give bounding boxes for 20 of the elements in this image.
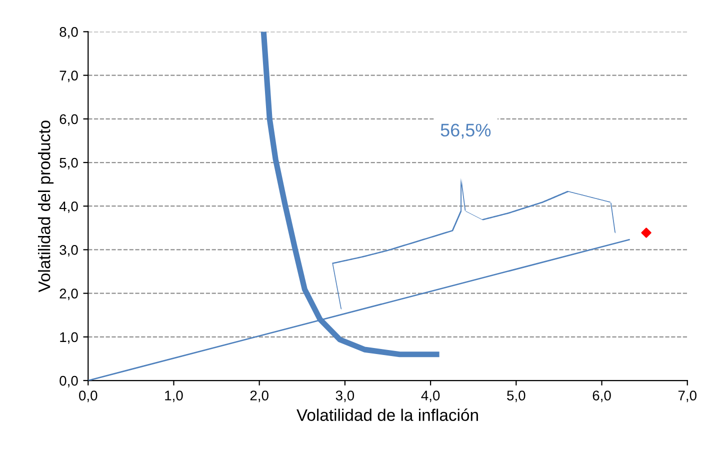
x-tick-label: 4,0 [421, 390, 440, 402]
y-tick-label: 7,0 [60, 70, 78, 82]
y-tick-label: 3,0 [60, 245, 78, 257]
y-axis-title: Volatilidad del producto [38, 120, 54, 292]
annotation: 56,5% [440, 124, 491, 139]
x-tick-label: 6,0 [592, 390, 611, 402]
y-tick-label: 1,0 [60, 332, 78, 344]
y-tick-label: 0,0 [60, 376, 78, 388]
x-tick-label: 7,0 [678, 390, 696, 402]
x-tick-label: 3,0 [336, 390, 354, 402]
y-tick-label: 6,0 [60, 114, 78, 126]
y-tick-label: 2,0 [60, 288, 78, 300]
x-tick-label: 2,0 [250, 390, 268, 402]
y-tick-label: 8,0 [60, 27, 78, 39]
y-tick-label: 4,0 [59, 201, 78, 213]
x-tick-label: 0,0 [79, 390, 98, 402]
y-tick-label: 5,0 [60, 158, 78, 170]
x-tick-label: 1,0 [165, 390, 183, 402]
x-axis-title: Volatilidad de la inflación [296, 408, 478, 421]
x-tick-label: 5,0 [507, 390, 526, 402]
